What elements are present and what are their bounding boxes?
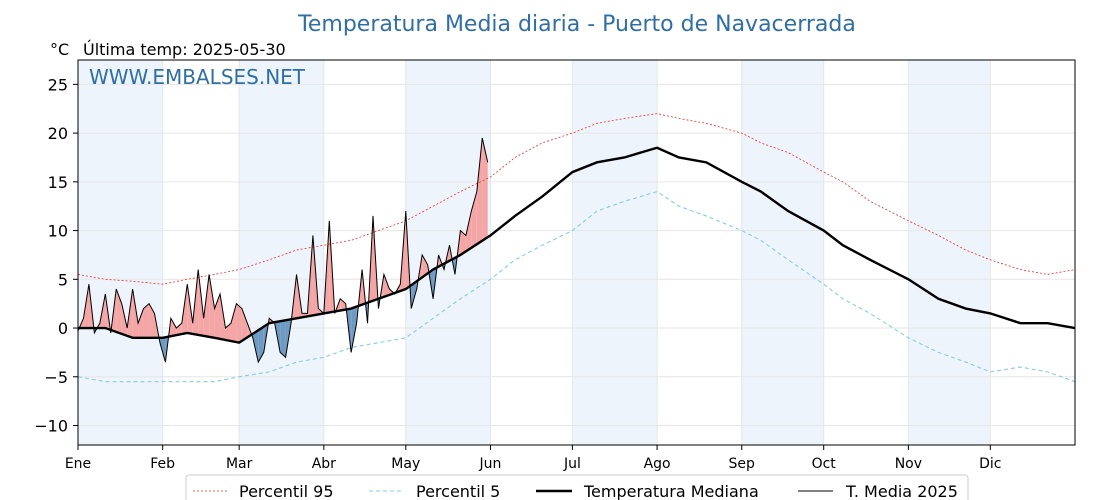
fill-above-median [422, 254, 428, 278]
line-percentil-5 [77, 190, 1076, 383]
fill-above-median [176, 323, 182, 336]
fill-above-median [170, 318, 177, 337]
month-shade-ene [78, 60, 163, 445]
month-label-abr: Abr [312, 456, 336, 472]
series-lines [77, 113, 1076, 383]
y-tick-label: 15 [48, 173, 68, 192]
fill-above-median [132, 289, 139, 338]
y-tick-label: 0 [58, 319, 68, 338]
month-label-feb: Feb [150, 456, 175, 472]
fill-above-median [138, 308, 144, 338]
fill-below-median [280, 320, 286, 358]
month-label-mar: Mar [226, 456, 253, 472]
fill-above-median [476, 137, 483, 245]
legend: Percentil 95 Percentil 5 Temperatura Med… [185, 474, 969, 500]
fill-above-median [236, 303, 242, 343]
month-label-dic: Dic [979, 456, 1001, 472]
y-tick-label: 25 [48, 75, 68, 94]
month-label-oct: Oct [812, 456, 837, 472]
fill-above-median [340, 298, 346, 311]
line-t-media-2025 [77, 137, 489, 364]
month-shading [78, 60, 991, 445]
month-label-ene: Ene [65, 456, 91, 472]
month-label-may: May [391, 456, 420, 472]
fill-above-median [225, 323, 231, 342]
plot-frame [77, 59, 1076, 446]
fill-below-median [351, 306, 357, 353]
month-shade-jul [572, 60, 658, 445]
line-percentil-95 [77, 113, 1076, 285]
fill-above-median [482, 137, 488, 241]
fill-below-median [411, 281, 417, 309]
fill-above-median [383, 274, 390, 297]
month-label-sep: Sep [729, 456, 756, 472]
month-shade-nov [908, 60, 991, 445]
fill-below-median [258, 326, 264, 363]
fill-above-median [241, 308, 248, 341]
month-label-jul: Jul [563, 456, 581, 472]
fill-above-median [149, 303, 155, 338]
x-axis: Ene Feb Mar Abr May Jun Jul Ago Sep Oct Nov Dic [65, 445, 1002, 472]
month-shade-mar [239, 60, 324, 445]
month-label-ago: Ago [644, 456, 671, 472]
y-tick-label: 5 [58, 270, 68, 289]
legend-label-p5: Percentil 5 [416, 482, 500, 500]
fill-above-median [460, 230, 466, 255]
line-temperatura-mediana [78, 146, 1076, 344]
unit-label: °C [50, 40, 69, 59]
y-tick-label: −10 [34, 417, 68, 436]
fill-above-median [209, 274, 215, 338]
fill-above-median [465, 211, 472, 252]
legend-label-2025: T. Media 2025 [845, 482, 958, 500]
y-tick-label: 10 [48, 222, 68, 241]
chart-title: Temperatura Media diaria - Puerto de Nav… [297, 12, 856, 37]
legend-box [185, 474, 969, 500]
month-label-nov: Nov [895, 456, 922, 472]
y-tick-label: −5 [44, 368, 68, 387]
fill-above-median [471, 191, 477, 248]
watermark-text: WWW.EMBALSES.NET [89, 65, 306, 89]
fill-above-median [203, 274, 210, 337]
y-tick-label: 20 [48, 124, 68, 143]
legend-label-median: Temperatura Mediana [583, 482, 759, 500]
fill-above-median [230, 303, 237, 343]
legend-label-p95: Percentil 95 [239, 482, 334, 500]
fill-above-median [143, 303, 150, 338]
month-label-jun: Jun [479, 456, 502, 472]
month-shade-sep [741, 60, 824, 445]
last-temp-label: Última temp: 2025-05-30 [83, 40, 286, 59]
y-axis: 25 20 15 10 5 0 −5 −10 [34, 75, 78, 436]
